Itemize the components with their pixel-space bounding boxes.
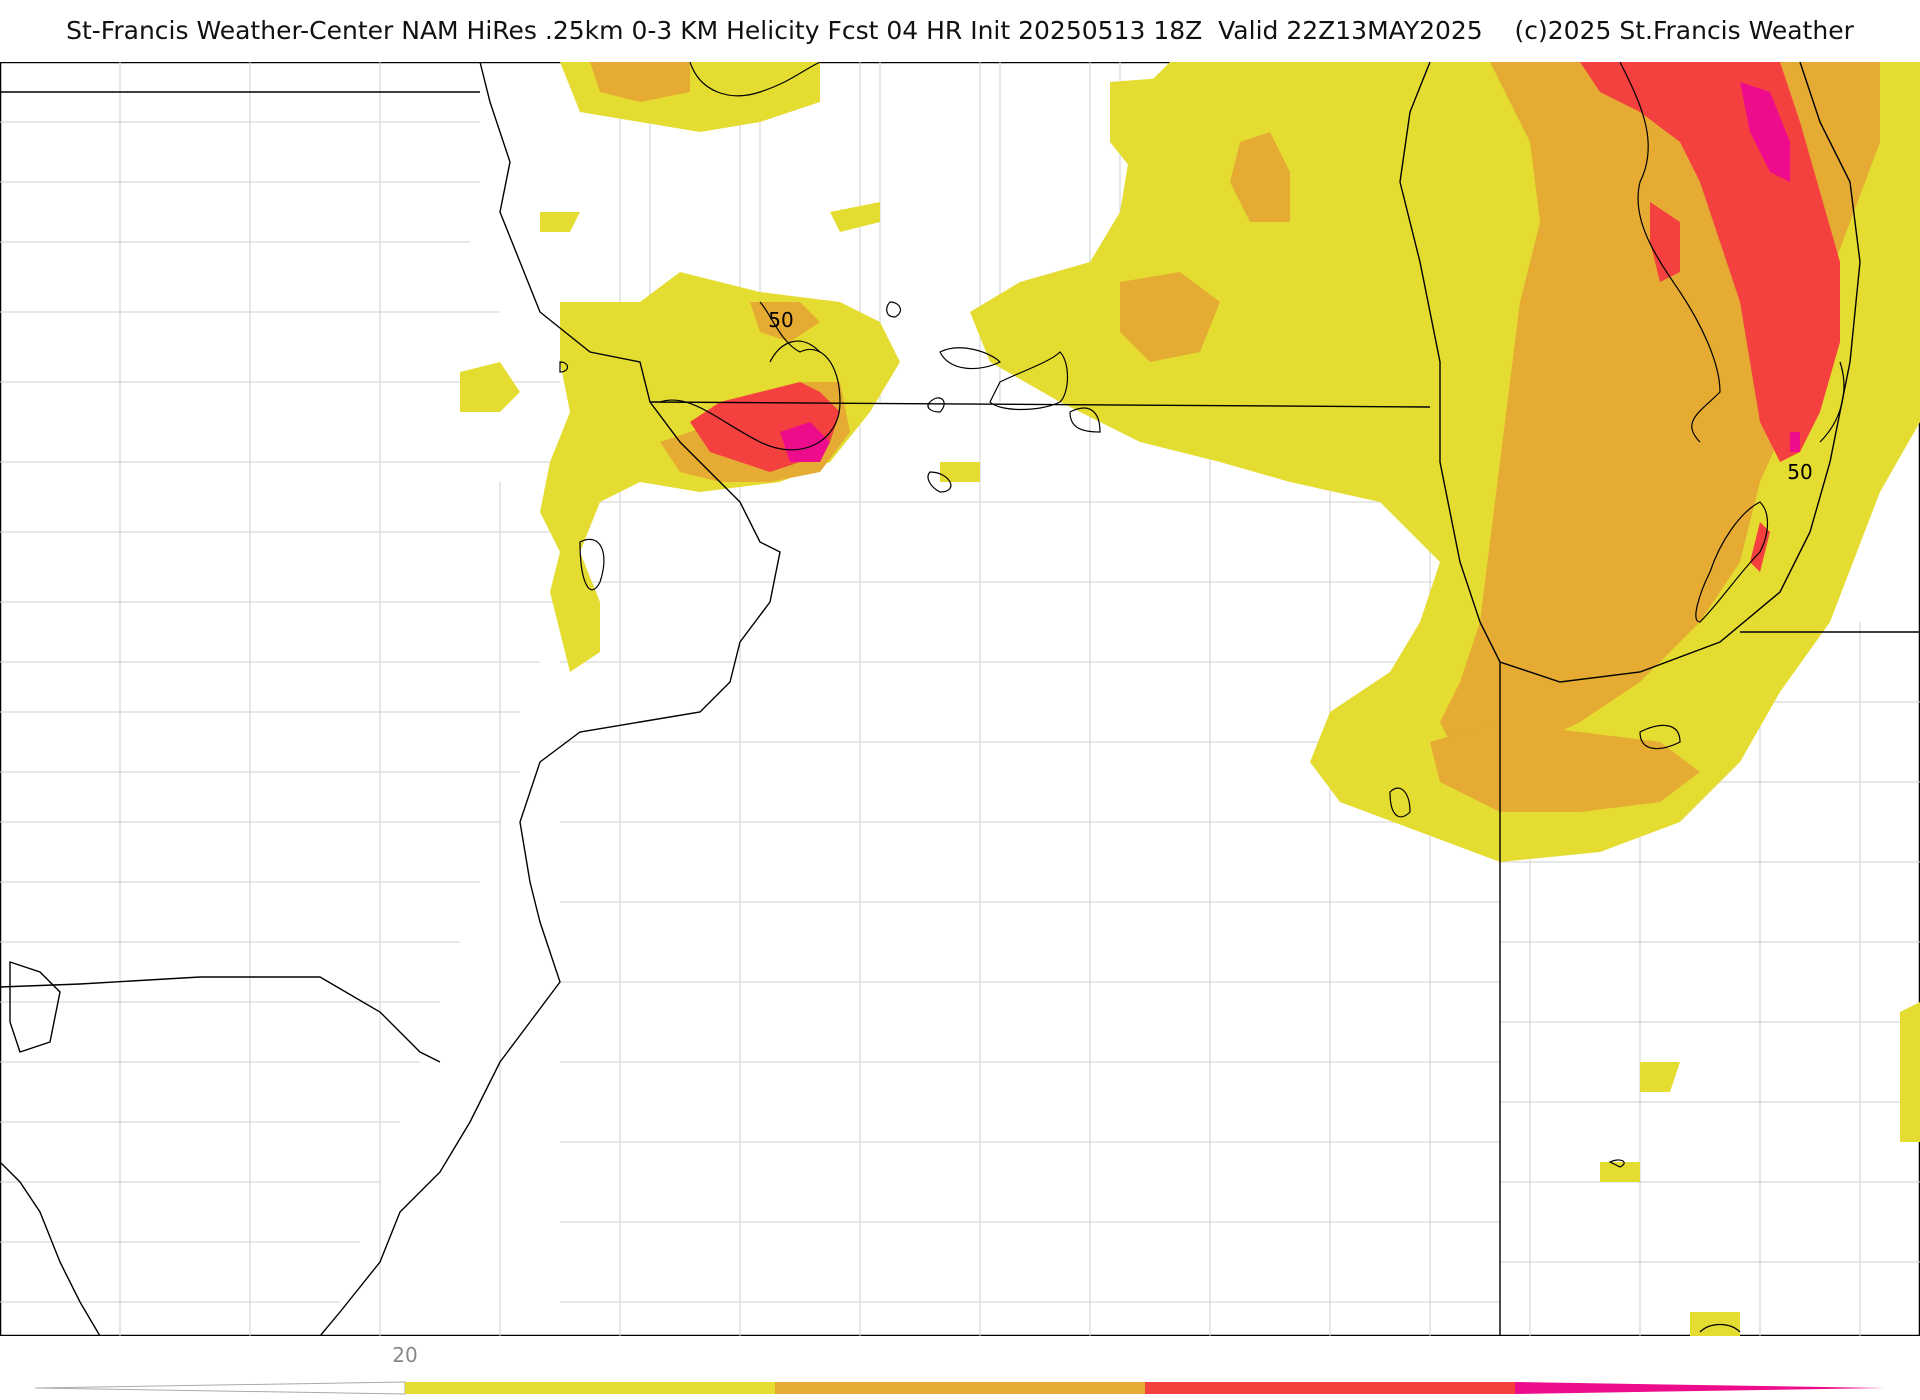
colorbar: 20 [34,1343,1885,1395]
colorbar-under-triangle [34,1381,406,1395]
helicity-fill-level4 [780,82,1800,462]
colorbar-segments [34,1381,1885,1395]
helicity-map: 50 50 [0,62,1920,1336]
state-boundaries [0,62,1920,1336]
helicity-contours [559,62,1845,1333]
colorbar-segment-1 [405,1382,775,1394]
contour-label: 50 [1787,460,1812,484]
colorbar-segment-3 [1145,1382,1515,1394]
contour-label: 50 [768,308,793,332]
colorbar-over-triangle [1515,1382,1885,1394]
map-title: St-Francis Weather-Center NAM HiRes .25k… [66,16,1854,45]
colorbar-tick-label: 20 [392,1343,417,1367]
colorbar-segment-2 [775,1382,1145,1394]
